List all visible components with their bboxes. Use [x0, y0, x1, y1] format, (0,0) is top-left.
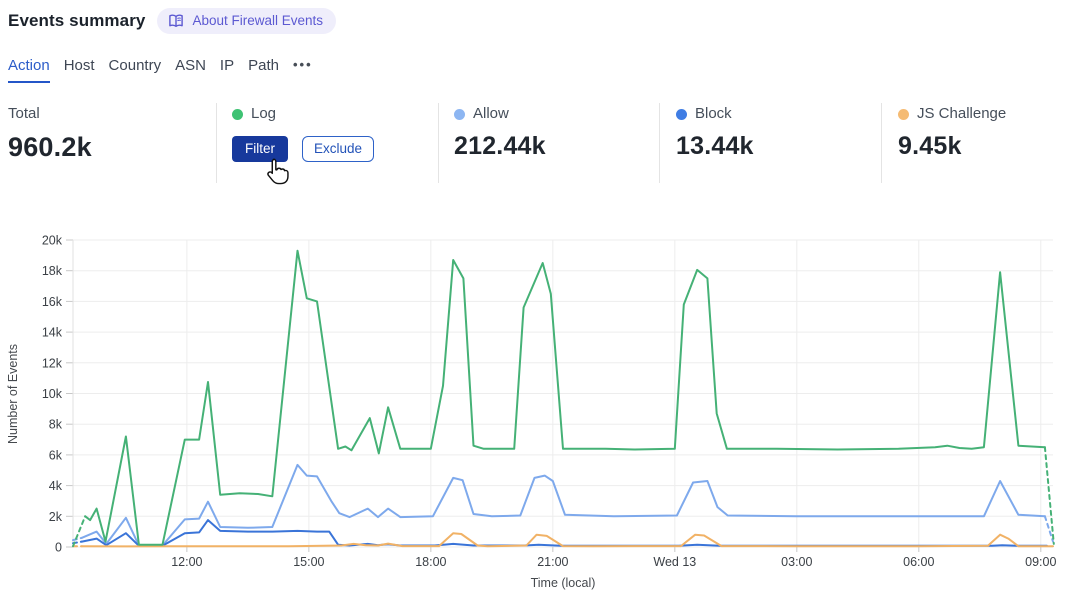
x-tick-label: 03:00 [781, 555, 812, 569]
allow-legend-dot [454, 108, 465, 120]
x-tick-label: 18:00 [415, 555, 446, 569]
stat-block: Block 13.44k [676, 105, 754, 161]
events-chart: 0 2k 4k 6k 8k 10k 12k 14k 16k 18k 20k 12:00 15:00 18:… [0, 232, 1068, 598]
series-line-log [84, 249, 1046, 546]
series-line-allow [1043, 515, 1054, 543]
exclude-button[interactable]: Exclude [302, 136, 375, 162]
divider [216, 103, 217, 183]
log-label: Log [251, 105, 277, 122]
events-time-series-plot[interactable]: 0 2k 4k 6k 8k 10k 12k 14k 16k 18k 20k 12:00 15:00 18:… [0, 232, 1068, 598]
y-tick-label: 16k [42, 295, 63, 309]
y-axis-title: Number of Events [6, 344, 20, 444]
y-tick-label: 10k [42, 387, 63, 401]
stat-js-challenge: JS Challenge 9.45k [898, 105, 1006, 161]
block-value: 13.44k [676, 132, 754, 160]
log-legend-dot [232, 108, 243, 120]
series-line-allow [72, 536, 83, 542]
y-tick-label: 18k [42, 264, 63, 278]
y-tick-label: 6k [49, 448, 63, 462]
y-tick-label: 2k [49, 510, 63, 524]
x-tick-label: 06:00 [903, 555, 934, 569]
block-legend-dot [676, 108, 687, 120]
x-axis-title: Time (local) [531, 576, 596, 590]
allow-label: Allow [473, 105, 509, 122]
js-challenge-legend-dot [898, 108, 909, 120]
tab-country[interactable]: Country [108, 57, 162, 74]
stat-total: Total 960.2k [8, 105, 92, 163]
header: Events summary About Firewall Events [8, 8, 337, 34]
x-tick-label: 21:00 [537, 555, 568, 569]
allow-value: 212.44k [454, 132, 546, 160]
x-tick-label: 15:00 [293, 555, 324, 569]
y-tick-label: 12k [42, 356, 63, 370]
total-value: 960.2k [8, 132, 92, 162]
more-tabs-icon[interactable]: ••• [292, 57, 313, 72]
js-challenge-value: 9.45k [898, 132, 962, 160]
x-tick-label: 09:00 [1025, 555, 1056, 569]
book-icon [168, 14, 184, 28]
series-line-allow [80, 463, 1046, 547]
divider [659, 103, 660, 183]
x-tick-label: 12:00 [171, 555, 202, 569]
y-tick-label: 14k [42, 326, 63, 340]
tab-asn[interactable]: ASN [175, 57, 206, 74]
y-tick-label: 0 [55, 541, 62, 555]
summary-tabs: Action Host Country ASN IP Path ••• [8, 57, 313, 83]
divider [438, 103, 439, 183]
tab-host[interactable]: Host [63, 57, 95, 74]
y-tick-label: 8k [49, 418, 63, 432]
tab-ip[interactable]: IP [219, 57, 235, 74]
js-challenge-label: JS Challenge [917, 105, 1007, 122]
stat-log: Log Filter Exclude [232, 105, 375, 162]
about-badge-label: About Firewall Events [192, 13, 324, 28]
series-line-js-challenge [80, 532, 1054, 548]
block-label: Block [695, 105, 732, 122]
tab-action[interactable]: Action [8, 57, 50, 83]
total-label: Total [8, 105, 40, 122]
divider [881, 103, 882, 183]
tab-path[interactable]: Path [248, 57, 279, 74]
filter-button[interactable]: Filter [232, 136, 288, 162]
x-tick-label: Wed 13 [653, 555, 696, 569]
series-line-block [80, 519, 1048, 547]
page-title: Events summary [8, 11, 146, 30]
about-firewall-events-badge[interactable]: About Firewall Events [157, 8, 337, 34]
y-tick-label: 4k [49, 479, 63, 493]
series-line-log [1043, 446, 1055, 545]
stats-row: Total 960.2k Log Filter Exclude Allow 21… [0, 103, 1068, 185]
y-tick-label: 20k [42, 234, 63, 248]
stat-allow: Allow 212.44k [454, 105, 546, 161]
series-line-log [72, 515, 87, 548]
